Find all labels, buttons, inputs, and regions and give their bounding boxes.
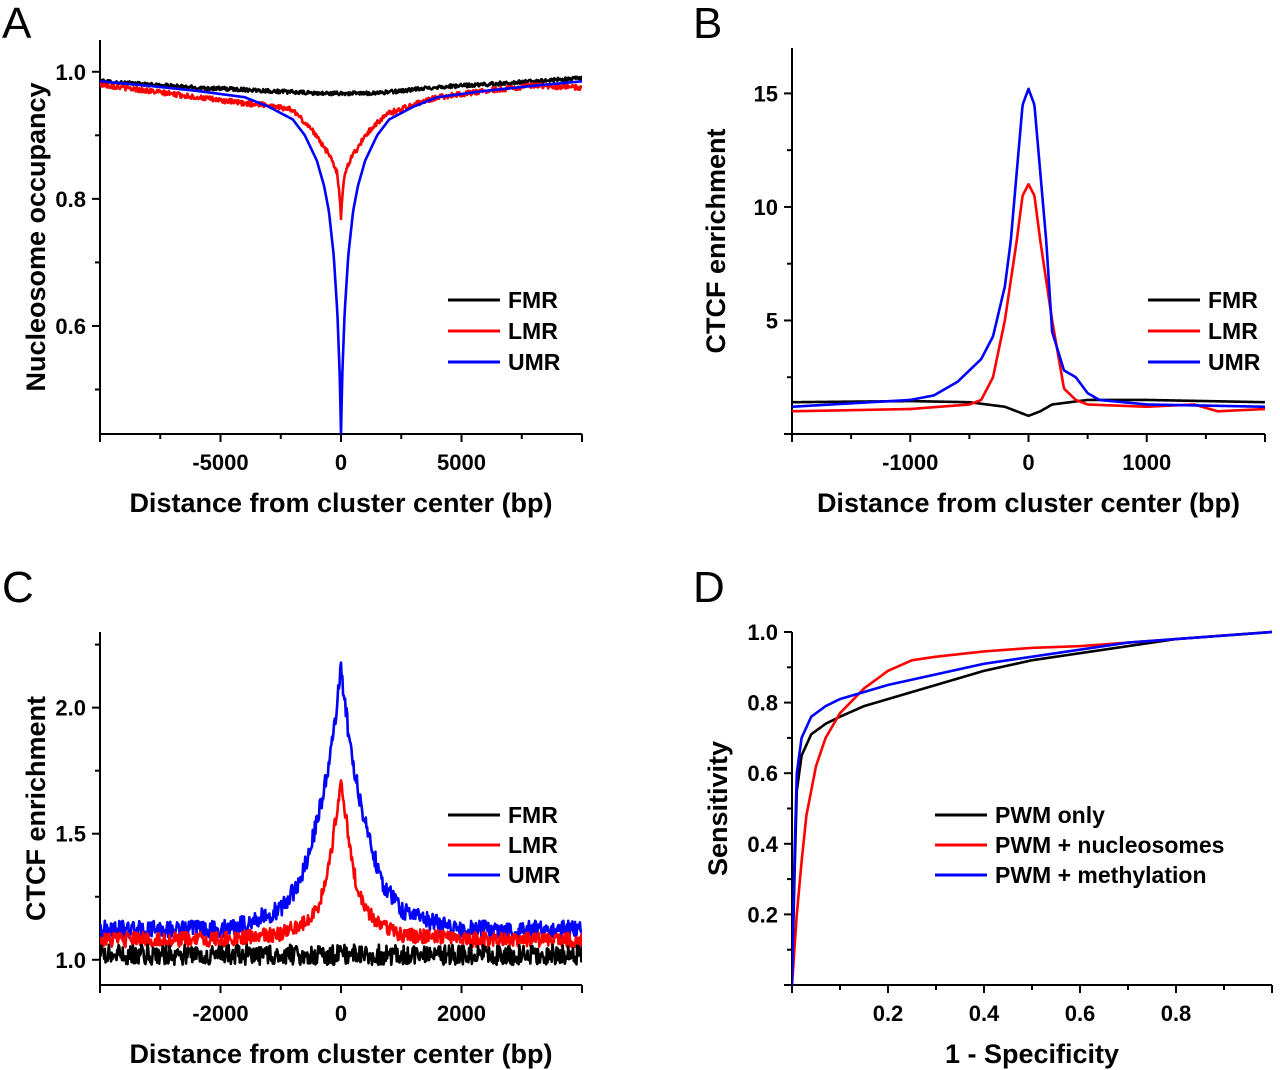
x-tick-label: -5000	[192, 450, 248, 475]
y-tick-label: 15	[754, 81, 778, 106]
x-tick-label: 0	[335, 1001, 347, 1026]
legend: FMR LMR UMR	[448, 287, 561, 375]
series-line-fmr	[100, 943, 582, 967]
series-line-pwm-methylation	[792, 630, 1272, 985]
y-tick-label: 0.6	[55, 314, 86, 339]
legend-label: LMR	[508, 832, 558, 858]
y-tick-label: 1.0	[55, 60, 86, 85]
legend: PWM only PWM + nucleosomes PWM + methylati…	[935, 802, 1224, 888]
y-tick-label: 0.2	[747, 902, 778, 927]
legend-label: UMR	[508, 862, 561, 888]
y-axis-label: Sensitivity	[703, 741, 733, 876]
x-tick-label: -1000	[882, 450, 938, 475]
legend: FMR LMR UMR	[1148, 287, 1261, 375]
y-axis-label: CTCF enrichment	[21, 696, 51, 921]
series-line-umr	[100, 80, 582, 434]
x-tick-label: 0.6	[1065, 1001, 1096, 1026]
legend-label: LMR	[508, 318, 558, 344]
panel-d: D 0.2 0.4 0.6 0.8 0.2 0.4 0.6 0.8 1.0 1 - Specific…	[693, 563, 1273, 1069]
panel-letter: D	[693, 563, 725, 612]
x-tick-label: 0	[335, 450, 347, 475]
y-tick-label: 0.8	[55, 187, 86, 212]
legend: FMR LMR UMR	[448, 802, 561, 888]
x-tick-label: 0.2	[873, 1001, 904, 1026]
series-line-umr	[100, 661, 582, 940]
x-tick-label: 1000	[1122, 450, 1171, 475]
series-line-lmr	[100, 82, 582, 221]
legend-label: FMR	[1208, 287, 1258, 313]
y-tick-label: 1.5	[55, 822, 86, 847]
panel-b: B -1000 0 1000 5 10 15 Distance from cluster ce…	[693, 0, 1266, 518]
legend-label: PWM + methylation	[995, 862, 1207, 888]
panel-letter: A	[2, 0, 32, 48]
series-line-fmr	[100, 75, 582, 97]
x-axis-label: Distance from cluster center (bp)	[817, 488, 1240, 518]
x-tick-label: 5000	[437, 450, 486, 475]
x-tick-label: 0	[1022, 450, 1034, 475]
y-tick-label: 10	[754, 195, 778, 220]
y-tick-label: 1.0	[747, 620, 778, 645]
panel-c: C -2000 0 2000 1.0 1.5 2.0 Distance from cluste…	[2, 563, 583, 1069]
series-line-lmr	[100, 779, 582, 949]
y-tick-label: 0.4	[747, 832, 778, 857]
y-tick-label: 0.8	[747, 691, 778, 716]
legend-label: FMR	[508, 287, 558, 313]
legend-label: PWM only	[995, 802, 1105, 828]
y-tick-label: 0.6	[747, 761, 778, 786]
x-tick-label: 0.8	[1161, 1001, 1192, 1026]
y-axis-label: CTCF enrichment	[701, 128, 731, 353]
legend-label: LMR	[1208, 318, 1258, 344]
panel-letter: C	[2, 563, 34, 612]
x-tick-label: -2000	[192, 1001, 248, 1026]
y-tick-label: 1.0	[55, 948, 86, 973]
x-axis-label: Distance from cluster center (bp)	[129, 488, 552, 518]
x-axis-label: 1 - Specificity	[945, 1039, 1119, 1069]
legend-label: UMR	[508, 349, 561, 375]
panel-a: A -5000 0 5000 0.6 0.8 1.0 Distance from cluste…	[2, 0, 583, 518]
panel-letter: B	[693, 0, 722, 48]
x-tick-label: 0.4	[969, 1001, 1000, 1026]
legend-label: PWM + nucleosomes	[995, 832, 1224, 858]
y-axis-label: Nucleosome occupancy	[21, 82, 51, 391]
series-line-lmr	[792, 182, 1265, 413]
legend-label: UMR	[1208, 349, 1261, 375]
x-axis-label: Distance from cluster center (bp)	[129, 1039, 552, 1069]
y-tick-label: 5	[766, 308, 778, 333]
x-tick-label: 2000	[437, 1001, 486, 1026]
legend-label: FMR	[508, 802, 558, 828]
y-tick-label: 2.0	[55, 696, 86, 721]
series-line-umr	[792, 87, 1265, 409]
